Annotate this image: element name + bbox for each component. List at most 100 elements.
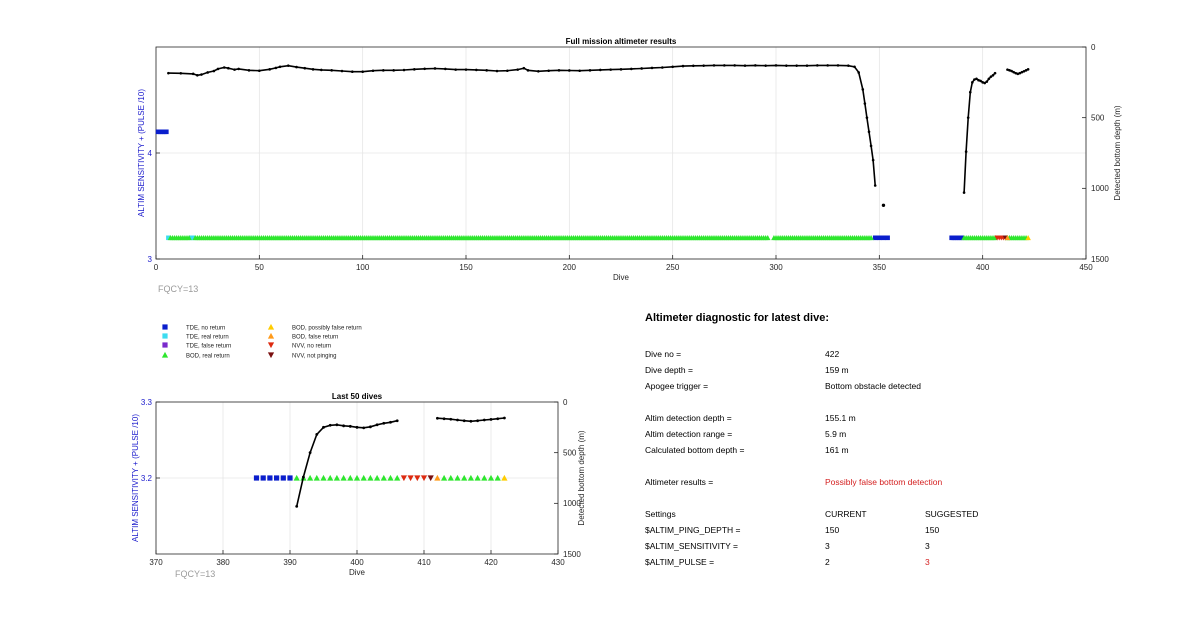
depth-point bbox=[1024, 69, 1028, 72]
depth-point bbox=[754, 64, 757, 67]
depth-point bbox=[873, 184, 877, 187]
depth-point bbox=[867, 130, 871, 134]
y-left-tick-label: 3.2 bbox=[141, 474, 153, 483]
depth-point bbox=[964, 150, 968, 153]
depth-point bbox=[1008, 69, 1011, 72]
settings-header: Settings bbox=[645, 509, 676, 519]
depth-point bbox=[227, 66, 230, 70]
dive-no-label: Dive no = bbox=[645, 349, 682, 359]
legend-label: TDE, real return bbox=[186, 335, 229, 341]
depth-point bbox=[489, 418, 493, 421]
x-tick-label: 380 bbox=[216, 558, 230, 567]
depth-point bbox=[303, 66, 307, 70]
legend-item: BOD, real return bbox=[161, 351, 230, 360]
bod_real-marker bbox=[447, 474, 454, 481]
bod_real-marker bbox=[487, 474, 495, 481]
legend-item: TDE, false return bbox=[162, 342, 231, 350]
setting-row: $ALTIM_PING_DEPTH = 150 150 bbox=[645, 522, 1165, 538]
bod_false-marker bbox=[434, 474, 441, 481]
x-tick-label: 370 bbox=[149, 558, 163, 567]
depth-point bbox=[599, 68, 602, 72]
depth-point bbox=[340, 69, 344, 73]
depth-point bbox=[351, 70, 354, 74]
depth-point bbox=[433, 67, 437, 70]
bod_false-marker bbox=[1004, 235, 1011, 241]
depth-point bbox=[444, 67, 447, 71]
depth-point bbox=[200, 73, 203, 76]
depth-point bbox=[692, 64, 695, 68]
depth-point bbox=[449, 417, 453, 421]
tde_no-marker bbox=[253, 475, 260, 481]
dive-depth-row: Dive depth = 159 m bbox=[645, 362, 1165, 378]
depth-point bbox=[977, 78, 980, 82]
depth-point bbox=[702, 64, 705, 67]
depth-point bbox=[476, 419, 479, 423]
legend-label: BOD, possibly false return bbox=[292, 326, 362, 332]
nvv_no-marker bbox=[400, 475, 408, 482]
depth-point bbox=[522, 66, 526, 70]
depth-point bbox=[506, 69, 509, 73]
depth-point bbox=[1016, 72, 1020, 76]
bod_real-marker bbox=[367, 474, 374, 481]
depth-point bbox=[853, 65, 856, 69]
depth-point bbox=[537, 70, 540, 73]
suggested-header: SUGGESTED bbox=[925, 509, 979, 519]
depth-point bbox=[650, 66, 654, 70]
detect-depth-row: Altim detection depth = 155.1 m bbox=[645, 410, 1165, 426]
tde_no-marker bbox=[164, 129, 169, 135]
depth-point bbox=[991, 73, 995, 77]
nvv_no-marker bbox=[414, 475, 421, 482]
depth-point bbox=[1026, 68, 1030, 71]
legend-label: NVV, not pinging bbox=[292, 354, 336, 360]
depth-point bbox=[382, 69, 385, 72]
tde_no-marker bbox=[885, 235, 890, 241]
tde_real-marker bbox=[166, 235, 171, 241]
depth-point bbox=[981, 81, 984, 84]
x-tick-label: 100 bbox=[356, 263, 370, 272]
depth-point bbox=[167, 71, 170, 75]
legend-item: TDE, no return bbox=[162, 324, 225, 332]
depth-point bbox=[496, 417, 500, 421]
tde_no-marker bbox=[872, 235, 878, 241]
depth-point bbox=[247, 69, 251, 72]
depth-point bbox=[983, 81, 987, 85]
depth-point bbox=[1006, 68, 1009, 71]
depth-point bbox=[328, 423, 332, 427]
setting-name: $ALTIM_SENSITIVITY = bbox=[645, 541, 738, 551]
depth-point bbox=[989, 75, 993, 78]
setting-suggested: 3 bbox=[925, 541, 930, 551]
detect-range-value: 5.9 m bbox=[825, 429, 847, 439]
bod_real-marker bbox=[868, 235, 874, 241]
depth-point bbox=[233, 68, 236, 71]
bod_real-marker bbox=[293, 474, 300, 481]
results-value: Possibly false bottom detection bbox=[825, 477, 943, 487]
bod_real-marker bbox=[474, 474, 481, 481]
nvv_no-legend-marker bbox=[267, 342, 275, 349]
depth-point bbox=[774, 64, 778, 67]
chart-title: Last 50 dives bbox=[332, 392, 383, 401]
apogee-value: Bottom obstacle detected bbox=[825, 381, 921, 391]
chart-title: Full mission altimeter results bbox=[566, 37, 677, 46]
setting-current: 3 bbox=[825, 541, 830, 551]
dive-no-row: Dive no = 422 bbox=[645, 346, 1165, 362]
depth-point bbox=[712, 64, 716, 67]
depth-point bbox=[475, 68, 478, 72]
bod_real-marker bbox=[461, 474, 468, 481]
current-header: CURRENT bbox=[825, 509, 867, 519]
depth-point bbox=[785, 64, 788, 67]
bod_real-marker bbox=[373, 474, 381, 481]
depth-point bbox=[816, 64, 819, 67]
tde_no-marker bbox=[959, 235, 965, 241]
depth-point bbox=[295, 65, 298, 69]
bod_real-marker bbox=[360, 474, 367, 481]
depth-point bbox=[863, 102, 867, 105]
depth-point bbox=[286, 64, 290, 67]
nvv_no-marker bbox=[420, 475, 428, 482]
depth-point bbox=[503, 416, 506, 420]
detect-range-row: Altim detection range = 5.9 m bbox=[645, 426, 1165, 442]
depth-series-line bbox=[168, 64, 876, 186]
results-row: Altimeter results = Possibly false botto… bbox=[645, 474, 1165, 490]
depth-point bbox=[968, 90, 972, 94]
x-tick-label: 250 bbox=[666, 263, 680, 272]
results-label: Altimeter results = bbox=[645, 477, 714, 487]
